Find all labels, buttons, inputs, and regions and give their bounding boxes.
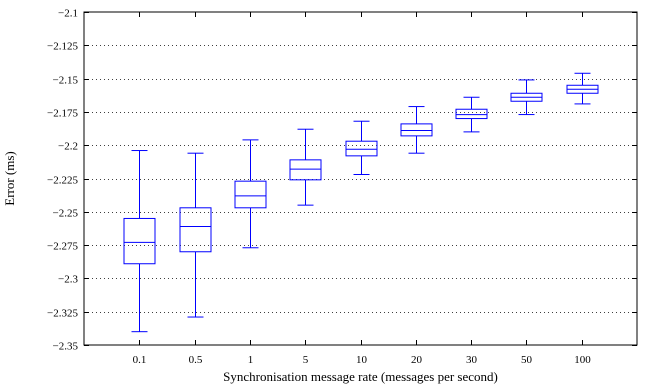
box-5 [289,128,322,206]
x-axis-title: Synchronisation message rate (messages p… [223,369,498,384]
x-tick-label: 10 [356,354,368,366]
y-tick-label: −2.15 [53,75,79,87]
x-tick-label: 30 [466,354,478,366]
x-tick-label: 20 [411,354,423,366]
box-50 [510,79,543,116]
y-axis: −2.1 −2.125 −2.15 −2.175 −2.2 −2.225 −2.25 −2.2… [47,8,637,353]
x-tick-label: 5 [303,354,309,366]
x-tick-label: 50 [521,354,533,366]
y-tick-label: −2.325 [47,308,78,320]
box-iqr [179,207,212,253]
box-iqr [455,108,488,120]
y-tick-label: −2.125 [47,41,78,53]
x-tick-label: 1 [248,354,254,366]
x-tick-label: 0.5 [189,354,203,366]
grid-lines [84,45,637,313]
box-0.1 [123,150,156,333]
x-axis: 0.1 0.5 1 5 10 20 30 50 100 [133,12,591,366]
x-tick-label: 100 [574,354,591,366]
y-tick-label: −2.175 [47,108,78,120]
y-tick-label: −2.2 [58,141,78,153]
box-10 [345,120,378,176]
y-axis-title: Error (ms) [2,151,17,206]
y-tick-label: −2.25 [53,208,79,220]
box-20 [400,106,433,154]
box-iqr [234,180,267,209]
y-tick-label: −2.3 [58,274,78,286]
x-tick-label: 0.1 [133,354,147,366]
y-tick-label: −2.225 [47,175,78,187]
box-0.5 [179,152,212,318]
box-30 [455,96,488,133]
y-tick-label: −2.35 [53,341,79,353]
box-iqr [400,123,433,137]
box-1 [234,139,267,249]
box-100 [566,72,599,105]
box-iqr [345,140,378,157]
y-tick-label: −2.275 [47,241,78,253]
y-tick-label: −2.1 [58,8,78,20]
box-iqr [123,217,156,265]
plot-area-frame [83,11,638,346]
box-iqr [289,159,322,181]
box-series [123,72,599,333]
